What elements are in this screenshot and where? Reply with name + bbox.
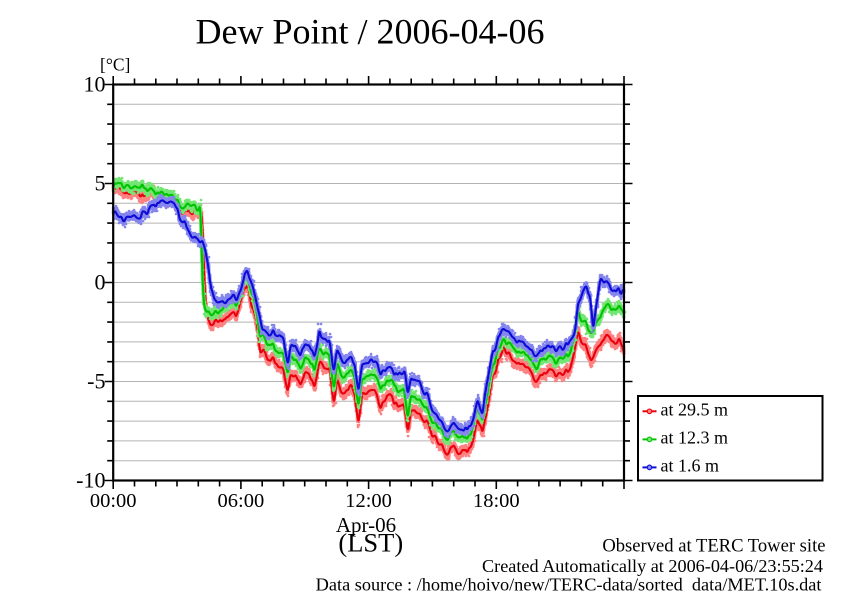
svg-text:-10: -10	[76, 468, 105, 493]
svg-text:Created Automatically at 2006-: Created Automatically at 2006-04-06/23:5…	[482, 556, 823, 576]
svg-text:(LST): (LST)	[338, 528, 403, 558]
svg-text:at 12.3 m: at 12.3 m	[661, 428, 729, 448]
svg-text:12:00: 12:00	[345, 490, 392, 512]
svg-text:Apr-06: Apr-06	[336, 513, 396, 537]
svg-text:Dew Point / 2006-04-06: Dew Point / 2006-04-06	[196, 12, 545, 52]
svg-text:at 29.5 m: at 29.5 m	[661, 400, 729, 420]
svg-text:10: 10	[84, 72, 106, 97]
svg-text:18:00: 18:00	[473, 490, 520, 512]
svg-text:00:00: 00:00	[90, 490, 137, 512]
svg-text:Observed at TERC Tower site: Observed at TERC Tower site	[602, 535, 825, 556]
svg-text:-5: -5	[87, 369, 105, 394]
svg-text:Data source : /home/hoivo/new/: Data source : /home/hoivo/new/TERC-data/…	[316, 575, 822, 595]
svg-text:5: 5	[95, 171, 106, 196]
svg-text:0: 0	[95, 270, 106, 295]
svg-text:06:00: 06:00	[218, 490, 265, 512]
svg-text:at 1.6 m: at 1.6 m	[661, 456, 720, 476]
svg-text:[°C]: [°C]	[100, 54, 130, 74]
